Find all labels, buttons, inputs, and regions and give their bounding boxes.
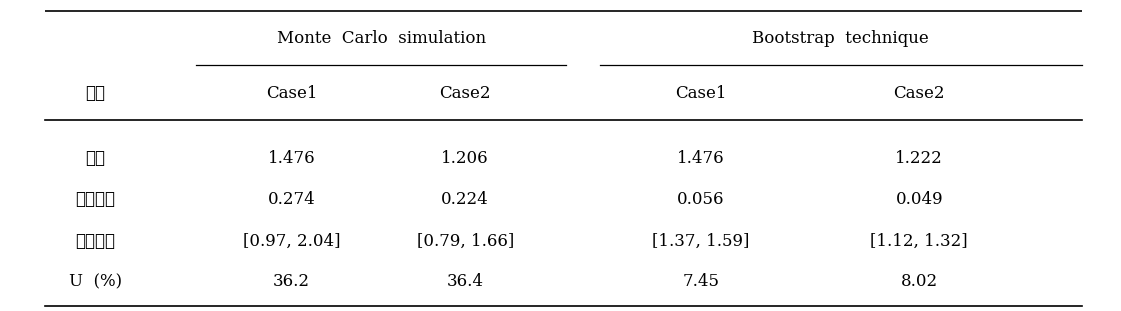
Text: [1.12, 1.32]: [1.12, 1.32] (870, 233, 969, 249)
Text: 0.056: 0.056 (677, 191, 724, 207)
Text: 0.274: 0.274 (268, 191, 315, 207)
Text: 1.206: 1.206 (442, 150, 489, 167)
Text: 7.45: 7.45 (682, 273, 720, 290)
Text: 1.476: 1.476 (268, 150, 315, 167)
Text: [0.97, 2.04]: [0.97, 2.04] (243, 233, 340, 249)
Text: 0.049: 0.049 (896, 191, 943, 207)
Text: Monte  Carlo  simulation: Monte Carlo simulation (277, 30, 485, 47)
Text: 평균: 평균 (85, 150, 105, 167)
Text: 구분: 구분 (85, 85, 105, 102)
Text: [1.37, 1.59]: [1.37, 1.59] (652, 233, 749, 249)
Text: 8.02: 8.02 (900, 273, 938, 290)
Text: Case1: Case1 (266, 85, 317, 102)
Text: 36.2: 36.2 (272, 273, 311, 290)
Text: Case2: Case2 (893, 85, 945, 102)
Text: 1.222: 1.222 (896, 150, 943, 167)
Text: Case2: Case2 (439, 85, 491, 102)
Text: 36.4: 36.4 (446, 273, 484, 290)
Text: Bootstrap  technique: Bootstrap technique (752, 30, 929, 47)
Text: 0.224: 0.224 (442, 191, 489, 207)
Text: 1.476: 1.476 (677, 150, 724, 167)
Text: [0.79, 1.66]: [0.79, 1.66] (417, 233, 513, 249)
Text: U  (%): U (%) (68, 273, 122, 290)
Text: 표준편차: 표준편차 (75, 191, 115, 207)
Text: Case1: Case1 (675, 85, 726, 102)
Text: 신뢰구간: 신뢰구간 (75, 233, 115, 249)
